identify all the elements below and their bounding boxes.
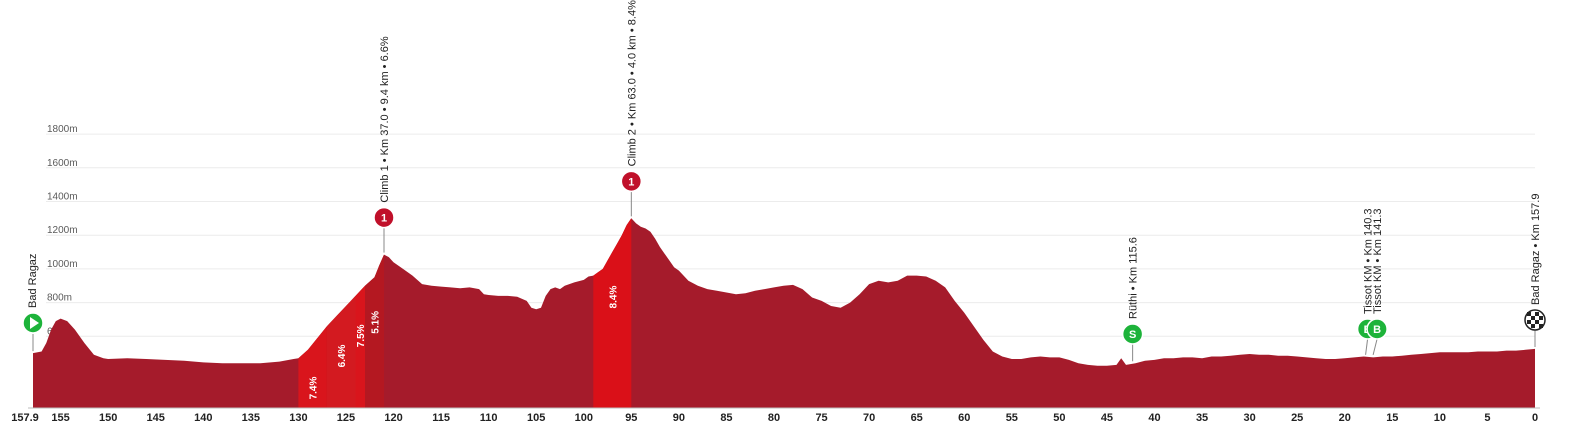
gradient-label: 6.4% [337, 345, 348, 368]
gradient-label: 8.4% [608, 286, 619, 309]
y-tick-label: 1800m [47, 124, 78, 135]
x-tick-label: 20 [1339, 412, 1351, 424]
checker-cell [1539, 316, 1543, 320]
x-tick-label: 135 [242, 412, 260, 424]
climb-segment [365, 254, 384, 408]
finish-label: Bad Ragaz • Km 157.9 [1530, 194, 1542, 305]
climb-segment [355, 285, 365, 408]
y-tick-label: 1400m [47, 192, 78, 203]
gradient-label: 7.5% [356, 324, 367, 347]
x-tick-label: 115 [432, 412, 450, 424]
checker-cell [1531, 324, 1535, 328]
climb-category-badge [373, 206, 395, 229]
x-tick-label: 125 [337, 412, 355, 424]
bonus-badge [1366, 318, 1388, 340]
y-tick-label: 1200m [47, 225, 78, 236]
x-tick-label: 65 [911, 412, 923, 424]
x-tick-label: 50 [1053, 412, 1065, 424]
x-tick-label: 90 [673, 412, 685, 424]
x-tick-label: 60 [958, 412, 970, 424]
x-tick-label: 157.9 [11, 412, 39, 424]
climb-label: Climb 1 • Km 37.0 • 9.4 km • 6.6% [379, 36, 391, 202]
x-tick-label: 120 [384, 412, 402, 424]
marker-leader [1372, 338, 1378, 355]
x-tick-label: 100 [575, 412, 593, 424]
x-tick-label: 145 [147, 412, 165, 424]
y-tick-label: 1000m [47, 259, 78, 270]
climb-category-text: 1 [628, 176, 634, 188]
x-tick-label: 45 [1101, 412, 1113, 424]
climb-category-text: 1 [381, 213, 387, 225]
x-tick-label: 35 [1196, 412, 1208, 424]
x-tick-label: 110 [480, 412, 498, 424]
sprint-badge [1121, 323, 1144, 345]
gradient-label: 7.4% [309, 376, 320, 399]
x-tick-label: 85 [720, 412, 732, 424]
x-tick-label: 55 [1006, 412, 1018, 424]
badge-letter: S [1129, 329, 1136, 341]
climb-segment [593, 218, 632, 408]
x-tick-label: 70 [863, 412, 875, 424]
x-tick-label: 10 [1434, 412, 1446, 424]
sprint-label: Rüthi • Km 115.6 [1128, 237, 1140, 319]
x-tick-label: 140 [194, 412, 212, 424]
x-tick-label: 75 [815, 412, 827, 424]
start-label: Bad Ragaz [27, 254, 39, 308]
x-tick-label: 40 [1148, 412, 1160, 424]
bonus-label: Tissot KM • Km 140.3 [1363, 208, 1375, 314]
y-tick-label: 800m [47, 293, 72, 304]
climb-label: Climb 2 • Km 63.0 • 4.0 km • 8.4% [626, 0, 638, 166]
play-icon [30, 317, 39, 329]
x-tick-label: 105 [527, 412, 545, 424]
checker-cell [1535, 312, 1539, 316]
x-tick-label: 15 [1386, 412, 1398, 424]
climb-category-badge [620, 170, 643, 193]
x-tick-label: 5 [1484, 412, 1490, 424]
x-tick-label: 150 [99, 412, 117, 424]
checker-cell [1535, 320, 1539, 324]
x-tick-label: 30 [1244, 412, 1256, 424]
climb-segment [298, 326, 327, 408]
bonus-label: Tissot KM • Km 141.3 [1372, 208, 1384, 314]
x-tick-label: 95 [625, 412, 637, 424]
x-tick-label: 130 [289, 412, 307, 424]
elevation-profile-area [33, 218, 1535, 408]
x-tick-label: 80 [768, 412, 780, 424]
y-tick-label: 1600m [47, 158, 78, 169]
checker-cell [1527, 312, 1531, 316]
checker-cell [1531, 316, 1535, 320]
x-tick-label: 25 [1291, 412, 1303, 424]
checker-cell [1539, 324, 1543, 328]
badge-letter: B [1373, 324, 1381, 336]
checker-cell [1527, 320, 1531, 324]
gradient-label: 5.1% [370, 311, 381, 334]
x-tick-label: 0 [1532, 412, 1538, 424]
x-tick-label: 155 [51, 412, 69, 424]
climb-segment [326, 295, 356, 408]
marker-leader [1365, 338, 1369, 355]
